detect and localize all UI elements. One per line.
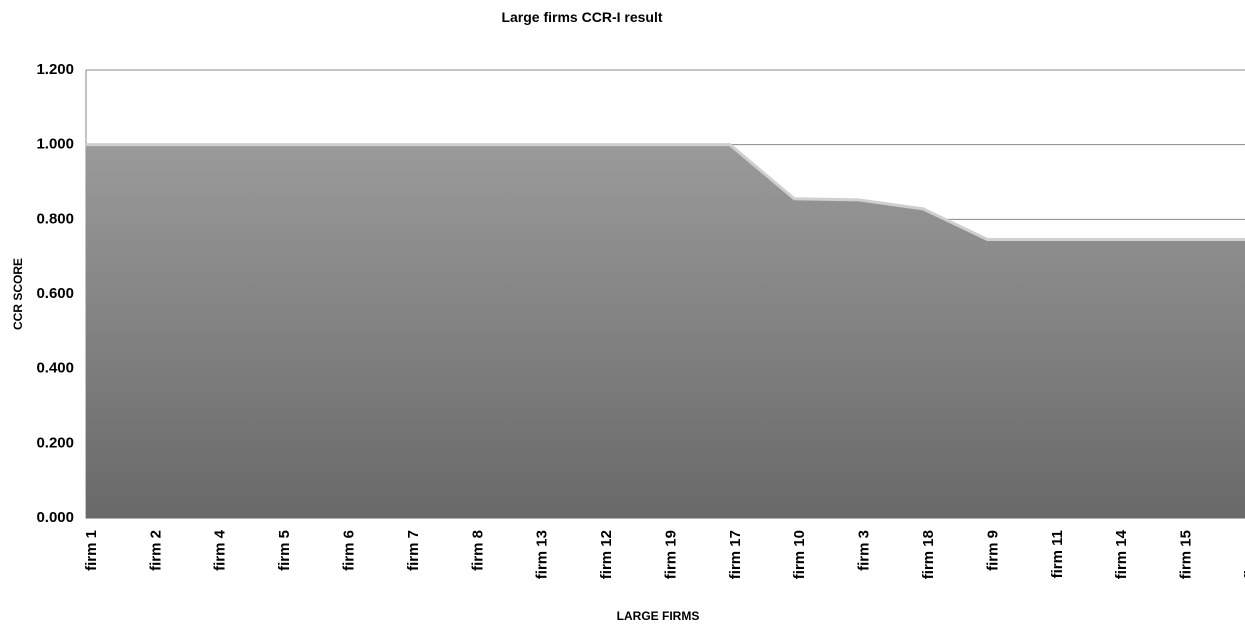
x-tick-label: firm 14 <box>1113 529 1130 579</box>
chart-title: Large firms CCR-I result <box>501 9 662 25</box>
x-tick-label: firm 3 <box>856 530 873 571</box>
x-tick-label: firm 2 <box>147 530 164 571</box>
x-tick-label: firm 17 <box>727 530 744 579</box>
x-tick-label: firm 6 <box>341 530 358 571</box>
y-tick-label: 1.200 <box>36 61 74 78</box>
x-tick-label: firm 9 <box>984 530 1001 571</box>
x-axis-title: LARGE FIRMS <box>617 609 700 623</box>
y-tick-label: 1.000 <box>36 136 74 153</box>
y-tick-label: 0.000 <box>36 509 74 526</box>
x-tick-label: firm 11 <box>1049 530 1066 578</box>
x-tick-label: firm 7 <box>405 530 422 571</box>
x-tick-label: firm 10 <box>791 530 808 579</box>
x-tick-label: firm 5 <box>276 530 293 571</box>
area-shade <box>86 144 1245 518</box>
y-tick-label: 0.400 <box>36 360 74 377</box>
x-tick-label: firm 8 <box>469 530 486 571</box>
y-tick-label: 0.600 <box>36 285 74 302</box>
x-tick-label: firm 18 <box>920 530 937 579</box>
x-tick-label: firm 12 <box>598 530 615 579</box>
x-tick-label: firm 4 <box>212 529 229 571</box>
x-tick-label: firm 16 <box>1242 530 1245 579</box>
y-tick-label: 0.200 <box>36 434 74 451</box>
x-tick-label: firm 1 <box>83 530 100 571</box>
x-tick-label: firm 15 <box>1178 530 1195 579</box>
area-edge <box>86 143 1245 241</box>
x-tick-label: firm 13 <box>534 530 551 579</box>
y-axis-title: CCR SCORE <box>11 258 25 330</box>
x-tick-label: firm 19 <box>662 530 679 579</box>
y-tick-label: 0.800 <box>36 210 74 227</box>
